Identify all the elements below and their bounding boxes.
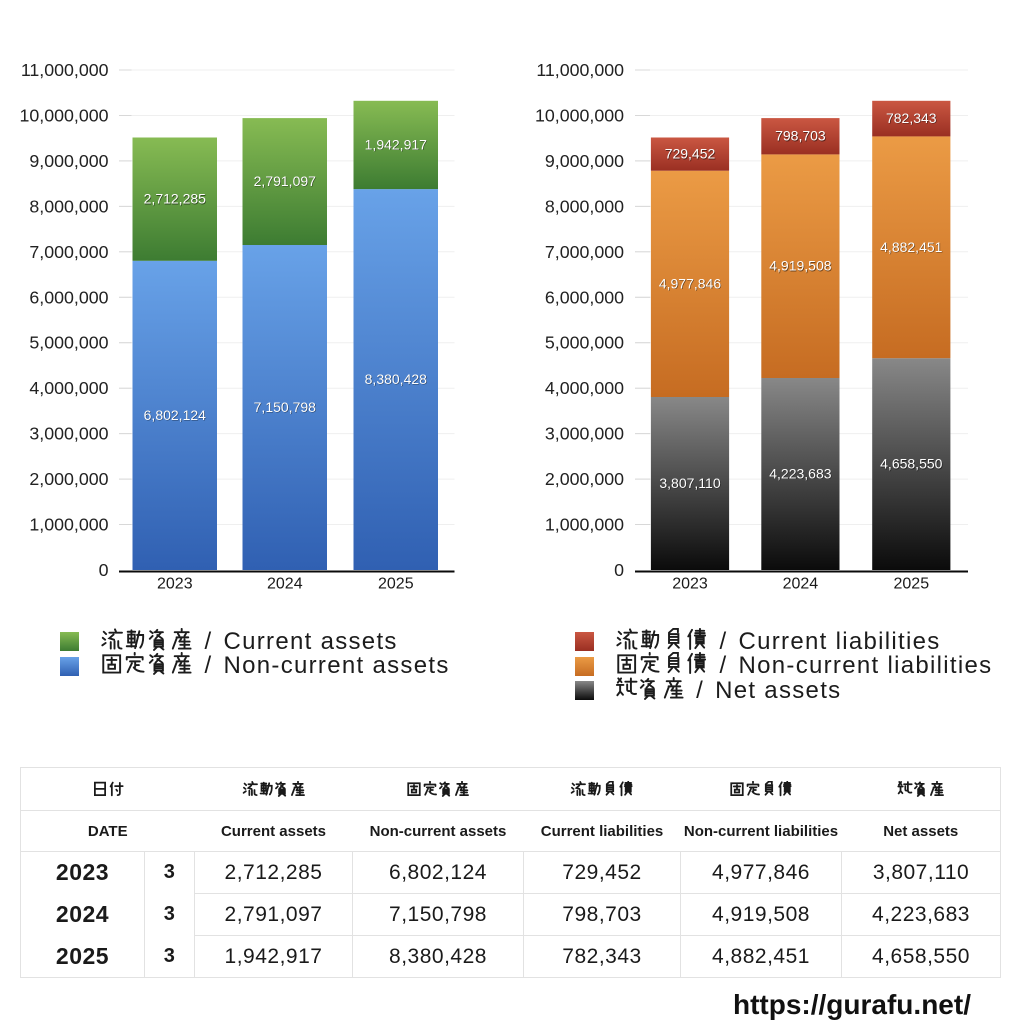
svg-text:782,343: 782,343 — [886, 110, 937, 126]
svg-text:10,000,000: 10,000,000 — [535, 106, 624, 126]
svg-text:782,343: 782,343 — [887, 111, 938, 127]
svg-text:4,658,550: 4,658,550 — [881, 456, 943, 472]
svg-text:8,380,428: 8,380,428 — [365, 372, 427, 388]
svg-text:3,000,000: 3,000,000 — [29, 424, 108, 444]
svg-text:2,791,097: 2,791,097 — [254, 173, 316, 189]
svg-text:7,000,000: 7,000,000 — [29, 242, 108, 262]
svg-text:6,802,124: 6,802,124 — [144, 408, 206, 424]
svg-text:2,000,000: 2,000,000 — [29, 469, 108, 489]
svg-text:6,000,000: 6,000,000 — [545, 287, 624, 307]
svg-text:2,712,285: 2,712,285 — [144, 191, 206, 207]
svg-text:11,000,000: 11,000,000 — [536, 60, 624, 80]
svg-text:4,919,508: 4,919,508 — [769, 258, 831, 274]
svg-text:4,223,683: 4,223,683 — [770, 466, 832, 482]
svg-text:5,000,000: 5,000,000 — [29, 333, 108, 353]
svg-text:2023: 2023 — [157, 576, 193, 593]
svg-text:6,000,000: 6,000,000 — [29, 287, 108, 307]
svg-text:0: 0 — [614, 560, 624, 580]
svg-text:3,807,110: 3,807,110 — [660, 476, 721, 492]
svg-text:3,000,000: 3,000,000 — [545, 424, 624, 444]
svg-text:7,000,000: 7,000,000 — [545, 242, 624, 262]
svg-text:9,000,000: 9,000,000 — [29, 151, 108, 171]
svg-text:11,000,000: 11,000,000 — [21, 60, 109, 80]
svg-text:4,919,508: 4,919,508 — [770, 258, 832, 274]
svg-text:8,380,428: 8,380,428 — [365, 371, 427, 387]
svg-text:3,807,110: 3,807,110 — [659, 475, 720, 491]
svg-text:2,712,285: 2,712,285 — [144, 191, 206, 207]
svg-text:7,150,798: 7,150,798 — [254, 399, 316, 415]
svg-text:2025: 2025 — [894, 576, 930, 593]
svg-text:1,942,917: 1,942,917 — [365, 137, 427, 153]
svg-text:1,942,917: 1,942,917 — [365, 136, 427, 152]
svg-text:4,977,846: 4,977,846 — [659, 275, 721, 291]
svg-text:798,703: 798,703 — [776, 128, 827, 144]
svg-text:4,977,846: 4,977,846 — [660, 276, 722, 292]
svg-text:798,703: 798,703 — [775, 128, 826, 144]
svg-text:7,150,798: 7,150,798 — [254, 400, 316, 416]
svg-text:4,000,000: 4,000,000 — [545, 378, 624, 398]
svg-text:4,882,451: 4,882,451 — [880, 239, 942, 255]
svg-text:4,882,451: 4,882,451 — [881, 240, 943, 256]
svg-text:0: 0 — [99, 560, 109, 580]
svg-text:729,452: 729,452 — [665, 146, 716, 162]
svg-text:8,000,000: 8,000,000 — [545, 196, 624, 216]
svg-text:2024: 2024 — [267, 576, 303, 593]
svg-text:2025: 2025 — [378, 576, 414, 593]
svg-text:9,000,000: 9,000,000 — [545, 151, 624, 171]
svg-text:1,000,000: 1,000,000 — [29, 515, 108, 535]
svg-text:6,802,124: 6,802,124 — [144, 407, 206, 423]
svg-text:8,000,000: 8,000,000 — [29, 196, 108, 216]
svg-text:2024: 2024 — [783, 576, 819, 593]
svg-text:4,223,683: 4,223,683 — [769, 466, 831, 482]
svg-text:4,658,550: 4,658,550 — [880, 456, 942, 472]
svg-text:10,000,000: 10,000,000 — [20, 106, 109, 126]
svg-text:1,000,000: 1,000,000 — [545, 515, 624, 535]
svg-text:729,452: 729,452 — [665, 146, 716, 162]
svg-text:2,000,000: 2,000,000 — [545, 469, 624, 489]
svg-text:2,791,097: 2,791,097 — [254, 174, 316, 190]
svg-text:5,000,000: 5,000,000 — [545, 333, 624, 353]
svg-text:2023: 2023 — [672, 576, 708, 593]
svg-text:4,000,000: 4,000,000 — [29, 378, 108, 398]
